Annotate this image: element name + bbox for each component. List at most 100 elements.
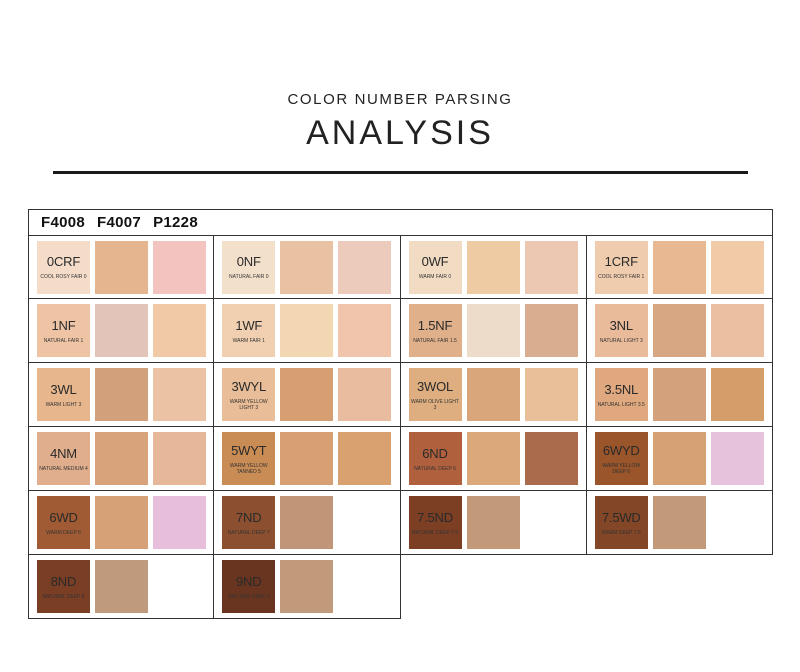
color-swatch bbox=[95, 432, 148, 485]
shade-code: 3.5NL bbox=[604, 381, 639, 397]
shade-label-swatch: 1WF WARM FAIR 1 bbox=[222, 304, 276, 357]
color-swatch bbox=[466, 304, 520, 357]
shade-label-swatch: 0CRF COOL ROSY FAIR 0 bbox=[37, 240, 90, 294]
shade-cell: 1.5NF NATURAL FAIR 1.5 bbox=[400, 299, 587, 363]
color-swatch bbox=[153, 240, 206, 294]
color-swatch bbox=[95, 304, 148, 357]
shade-label-swatch: 7ND NATURAL DEEP 7 bbox=[222, 496, 276, 549]
shade-name: WARM OLIVE LIGHT 3 bbox=[411, 398, 459, 411]
product-code: F4008 bbox=[41, 214, 86, 231]
shade-code: 6WYD bbox=[602, 442, 640, 458]
shade-name: WARM YELLOW LIGHT 3 bbox=[229, 398, 268, 411]
shade-name: WARM YELLOW DEEP 6 bbox=[602, 462, 641, 475]
color-swatch bbox=[153, 496, 206, 549]
color-swatch bbox=[95, 368, 148, 421]
shade-cell: 7.5WD WARM DEEP 7.5 bbox=[586, 491, 773, 555]
shade-code: 8ND bbox=[50, 573, 77, 589]
color-swatch bbox=[466, 496, 520, 549]
color-swatch bbox=[466, 432, 520, 485]
shade-label-swatch: 3WOL WARM OLIVE LIGHT 3 bbox=[408, 368, 462, 421]
shade-cell: 1NF NATURAL FAIR 1 bbox=[28, 299, 215, 363]
shade-name: WARM FAIR 1 bbox=[232, 337, 265, 344]
shade-code: 7.5ND bbox=[417, 509, 453, 525]
color-swatch bbox=[280, 560, 334, 613]
shade-cell: 4NM NATURAL MEDIUM 4 bbox=[28, 427, 215, 491]
color-swatch bbox=[280, 304, 334, 357]
shade-code: 1.5NF bbox=[417, 317, 453, 333]
shade-cell: 6WD WARM DEEP 6 bbox=[28, 491, 215, 555]
shade-label-swatch: 0NF NATURAL FAIR 0 bbox=[222, 240, 276, 294]
shade-cell: 7.5ND NATURAL DEEP 7.5 bbox=[400, 491, 587, 555]
shade-code: 3WYL bbox=[231, 378, 267, 394]
shade-cell: 0WF WARM FAIR 0 bbox=[400, 235, 587, 299]
product-code: F4007 bbox=[97, 214, 142, 231]
shade-cell: 3WL WARM LIGHT 3 bbox=[28, 363, 215, 427]
product-codes-bar: F4008 F4007 P1228 bbox=[28, 209, 773, 235]
color-swatch bbox=[524, 432, 578, 485]
shade-name: NATURAL DEEP 7.5 bbox=[411, 529, 459, 536]
color-swatch bbox=[466, 368, 520, 421]
shade-name: NATURAL DEEP 6 bbox=[414, 465, 456, 472]
color-swatch bbox=[652, 432, 706, 485]
color-swatch bbox=[710, 304, 764, 357]
product-code: P1228 bbox=[153, 214, 198, 231]
color-swatch bbox=[466, 240, 520, 294]
shade-name: NATURAL FAIR 0 bbox=[229, 274, 269, 280]
shade-code: 3WL bbox=[50, 381, 77, 397]
color-swatch bbox=[95, 240, 148, 294]
shade-label-swatch: 3NL NATURAL LIGHT 3 bbox=[594, 304, 648, 357]
shade-code: 7ND bbox=[236, 509, 262, 525]
shade-code: 0WF bbox=[421, 254, 449, 269]
shade-name: WARM FAIR 0 bbox=[418, 274, 452, 280]
shade-cell: 3NL NATURAL LIGHT 3 bbox=[586, 299, 773, 363]
color-swatch bbox=[338, 368, 392, 421]
page-subtitle: COLOR NUMBER PARSING bbox=[287, 91, 513, 108]
shade-label-swatch: 0WF WARM FAIR 0 bbox=[408, 240, 462, 294]
shade-name: NATURAL MEDIUM 4 bbox=[39, 465, 88, 472]
shade-name: NATURAL LIGHT 3.5 bbox=[597, 401, 645, 408]
color-swatch bbox=[95, 560, 148, 613]
shade-grid: 0CRF COOL ROSY FAIR 0 0NF NATURAL FAIR 0 0WF… bbox=[28, 235, 773, 619]
shade-code: 3WOL bbox=[416, 378, 454, 394]
shade-name: COOL ROSY FAIR 0 bbox=[40, 274, 87, 280]
color-swatch bbox=[710, 240, 764, 294]
shade-cell: 0CRF COOL ROSY FAIR 0 bbox=[28, 235, 215, 299]
color-swatch bbox=[153, 432, 206, 485]
shade-label-swatch: 6ND NATURAL DEEP 6 bbox=[408, 432, 462, 485]
color-swatch bbox=[153, 368, 206, 421]
shade-cell: 1WF WARM FAIR 1 bbox=[214, 299, 401, 363]
shade-name: NATURAL FAIR 1 bbox=[43, 337, 84, 344]
shade-cell: 3.5NL NATURAL LIGHT 3.5 bbox=[586, 363, 773, 427]
color-swatch bbox=[280, 240, 334, 294]
shade-code: 5WYT bbox=[231, 442, 267, 458]
color-swatch bbox=[280, 432, 334, 485]
color-swatch bbox=[338, 432, 392, 485]
shade-label-swatch: 8ND NATURAL DEEP 8 bbox=[37, 560, 90, 613]
color-swatch bbox=[524, 368, 578, 421]
color-swatch bbox=[524, 304, 578, 357]
shade-label-swatch: 6WD WARM DEEP 6 bbox=[37, 496, 90, 549]
shade-code: 9ND bbox=[236, 573, 262, 589]
shade-code: 4NM bbox=[50, 445, 77, 461]
shade-code: 1CRF bbox=[604, 254, 638, 269]
shade-code: 0CRF bbox=[46, 254, 81, 269]
shade-label-swatch: 9ND NATURAL DEEP 9 bbox=[222, 560, 276, 613]
color-swatch bbox=[524, 240, 578, 294]
color-swatch bbox=[95, 496, 148, 549]
shade-code: 6WD bbox=[49, 509, 78, 525]
shade-label-swatch: 4NM NATURAL MEDIUM 4 bbox=[37, 432, 90, 485]
shade-name: NATURAL DEEP 8 bbox=[42, 593, 85, 600]
shade-label-swatch: 7.5WD WARM DEEP 7.5 bbox=[594, 496, 648, 549]
shade-name: NATURAL DEEP 9 bbox=[227, 593, 270, 600]
color-swatch bbox=[338, 240, 392, 294]
shade-code: 3NL bbox=[609, 317, 633, 333]
shade-name: NATURAL FAIR 1.5 bbox=[413, 337, 457, 344]
shade-name: WARM YELLOW TANNED 5 bbox=[229, 462, 268, 475]
shade-cell: 1CRF COOL ROSY FAIR 1 bbox=[586, 235, 773, 299]
shade-cell: 7ND NATURAL DEEP 7 bbox=[214, 491, 401, 555]
shade-name: WARM DEEP 7.5 bbox=[601, 529, 641, 536]
shade-label-swatch: 1NF NATURAL FAIR 1 bbox=[37, 304, 90, 357]
color-swatch bbox=[652, 240, 706, 294]
shade-name: COOL ROSY FAIR 1 bbox=[598, 274, 645, 280]
shade-label-swatch: 3WYL WARM YELLOW LIGHT 3 bbox=[222, 368, 276, 421]
